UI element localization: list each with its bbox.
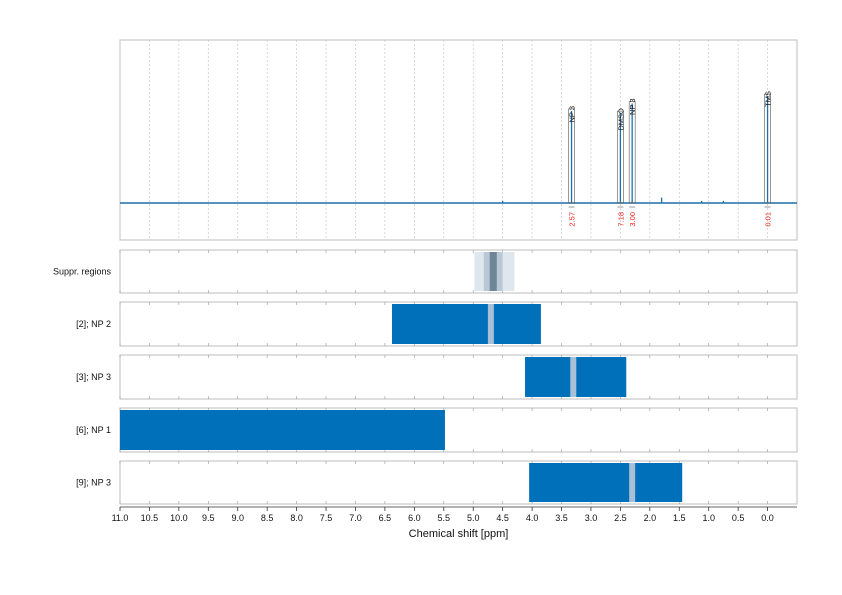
row-frame <box>119 249 798 294</box>
annotation-label: NP 3 <box>628 98 637 115</box>
x-tick-label: 6.5 <box>379 513 392 523</box>
integral-value: 0.01 <box>764 212 773 227</box>
x-tick-label: 6.0 <box>408 513 421 523</box>
row-frame <box>119 354 798 400</box>
row-label: [6]; NP 1 <box>76 425 111 435</box>
integral-value: 2.57 <box>568 212 577 227</box>
region-bar <box>391 304 541 344</box>
x-tick-label: 7.5 <box>320 513 333 523</box>
x-tick-label: 2.0 <box>644 513 657 523</box>
x-tick-label: 4.0 <box>526 513 539 523</box>
x-tick-label: 9.0 <box>231 513 244 523</box>
region-rows: Suppr. regions [2]; NP 2 [3]; NP 3 [6]; NP … <box>53 249 798 505</box>
x-tick-label: 8.5 <box>261 513 274 523</box>
row-label: Suppr. regions <box>53 267 112 277</box>
x-tick-label: 0.0 <box>761 513 774 523</box>
x-axis-title: Chemical shift [ppm] <box>409 528 509 540</box>
row-frame <box>119 460 798 505</box>
x-tick-label: 5.0 <box>467 513 480 523</box>
annotation-label: NP 3 <box>568 106 577 123</box>
integral-value: 7.18 <box>616 212 625 227</box>
suppression-core <box>489 252 497 291</box>
region-mark <box>487 304 494 344</box>
x-tick-label: 3.0 <box>585 513 598 523</box>
spectrum-frame <box>119 39 798 241</box>
row-label: [2]; NP 2 <box>76 319 111 329</box>
annotation-box <box>628 101 636 204</box>
x-tick-label: 8.0 <box>290 513 303 523</box>
annotation-box <box>764 93 771 204</box>
x-tick-label: 3.5 <box>555 513 568 523</box>
x-tick-label: 7.0 <box>349 513 362 523</box>
integral-value: 3.00 <box>628 212 637 227</box>
x-tick-label: 4.5 <box>496 513 509 523</box>
x-tick-label: 2.5 <box>614 513 627 523</box>
region-row: [6]; NP 1 <box>76 407 798 453</box>
x-tick-label: 10.0 <box>170 513 188 523</box>
annotation-label: DMSO <box>616 108 625 131</box>
region-row: [2]; NP 2 <box>76 301 798 347</box>
region-row: Suppr. regions <box>53 249 798 294</box>
x-axis: 11.0 10.5 10.0 9.5 9.0 8.5 8.0 7.5 7.0 6.5 6.0 5.5 5… <box>112 506 797 523</box>
region-row: [9]; NP 3 <box>76 460 798 505</box>
x-tick-label: 1.0 <box>702 513 715 523</box>
x-tick-label: 5.5 <box>438 513 451 523</box>
annotation-label: TMS <box>764 91 773 107</box>
region-mark <box>570 357 577 397</box>
x-tick-label: 9.5 <box>202 513 215 523</box>
region-row: [3]; NP 3 <box>76 354 798 400</box>
region-mark <box>629 463 636 502</box>
region-bar <box>529 463 683 502</box>
x-tick-label: 11.0 <box>112 513 129 523</box>
row-label: [9]; NP 3 <box>76 478 111 488</box>
x-tick-label: 10.5 <box>141 513 159 523</box>
annotation-box <box>568 108 575 204</box>
spectrum-panel: NP 3 2.57 DMSO 7.18 NP 3 3.00 TMS 0.01 <box>119 39 798 241</box>
x-tick-label: 0.5 <box>732 513 745 523</box>
row-label: [3]; NP 3 <box>76 372 111 382</box>
region-bar <box>120 410 445 450</box>
annotation-box <box>617 110 624 204</box>
x-tick-label: 1.5 <box>673 513 686 523</box>
